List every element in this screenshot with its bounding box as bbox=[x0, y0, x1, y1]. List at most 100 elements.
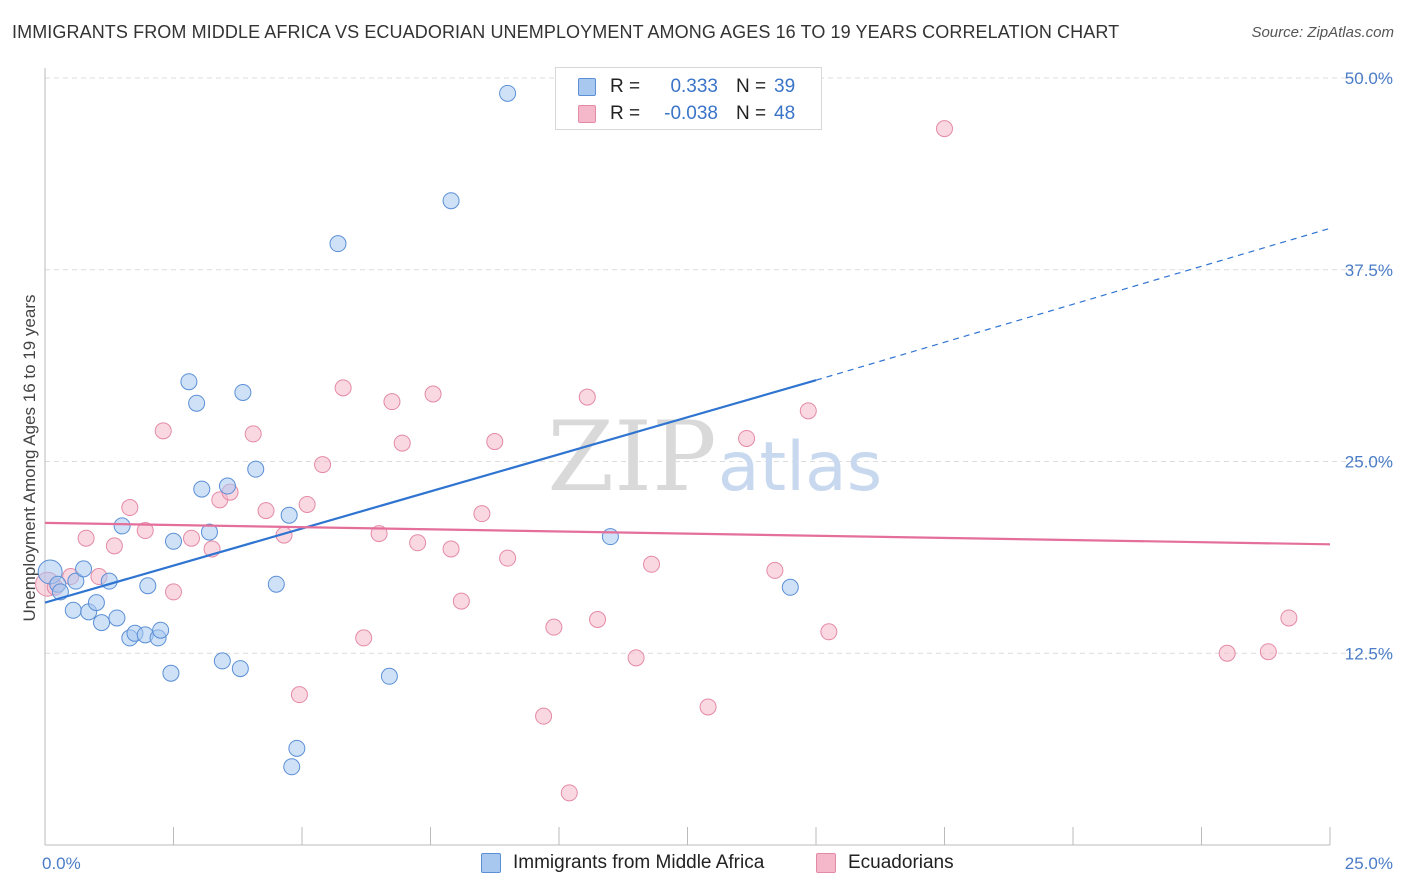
ecuadorians-point bbox=[424, 385, 442, 403]
ecuadorians-point bbox=[136, 522, 154, 540]
ecuadorians-point bbox=[290, 686, 308, 704]
legend-n-label: N = bbox=[736, 103, 767, 124]
series-legend: Immigrants from Middle Africa Ecuadorian… bbox=[0, 852, 1406, 878]
ecuadorians-point bbox=[154, 422, 172, 440]
ecuadorians-point bbox=[699, 698, 717, 716]
middle-africa-point bbox=[234, 383, 252, 401]
middle-africa-point bbox=[93, 614, 111, 632]
legend-r-value: -0.038 bbox=[664, 103, 718, 124]
middle-africa-point bbox=[67, 572, 85, 590]
legend-label: Ecuadorians bbox=[848, 852, 954, 873]
middle-africa-point bbox=[267, 575, 285, 593]
middle-africa-point bbox=[218, 477, 236, 495]
ecuadorians-point bbox=[578, 388, 596, 406]
y-tick-label: 37.5% bbox=[1345, 261, 1393, 280]
legend-n-value: 39 bbox=[774, 76, 796, 97]
legend-swatch-blue bbox=[578, 78, 596, 96]
ecuadorians-point bbox=[738, 429, 756, 447]
middle-africa-point bbox=[162, 664, 180, 682]
ecuadorians-point bbox=[1218, 644, 1236, 662]
legend-r-label: R = bbox=[610, 76, 641, 97]
watermark-zip: ZIP bbox=[547, 401, 716, 513]
middle-africa-point bbox=[280, 506, 298, 524]
middle-africa-point bbox=[200, 523, 218, 541]
axes bbox=[44, 68, 1331, 846]
x-tick-label: 25.0% bbox=[1345, 854, 1393, 873]
x-tick-label: 0.0% bbox=[42, 854, 81, 873]
middle-africa-point bbox=[601, 528, 619, 546]
ecuadorians-point bbox=[820, 623, 838, 641]
middle-africa-point bbox=[165, 532, 182, 550]
ecuadorians-point bbox=[473, 505, 491, 523]
ecuadorians-point bbox=[298, 495, 316, 513]
y-tick-label: 50.0% bbox=[1345, 69, 1393, 88]
legend-r-label: R = bbox=[610, 103, 641, 124]
legend-item-middle-africa[interactable]: Immigrants from Middle Africa bbox=[481, 852, 764, 874]
ecuadorians-point bbox=[1259, 643, 1277, 661]
ecuadorians-point bbox=[560, 784, 578, 802]
ecuadorians-point bbox=[314, 456, 332, 474]
legend-label: Immigrants from Middle Africa bbox=[513, 852, 765, 873]
middle-africa-point bbox=[380, 667, 398, 685]
ecuadorians-point bbox=[442, 540, 460, 558]
middle-africa-point bbox=[283, 758, 301, 776]
ecuadorians-point bbox=[105, 537, 123, 555]
ecuadorians-point bbox=[244, 425, 262, 443]
legend-row-ecuadorians: R = -0.038 N = 48 bbox=[578, 101, 795, 127]
ecuadorians-point bbox=[121, 499, 139, 517]
middle-africa-point bbox=[231, 660, 249, 678]
legend-row-middle-africa: R = 0.333 N = 39 bbox=[578, 74, 795, 100]
ecuadorians-point bbox=[257, 502, 275, 520]
middle-africa-point bbox=[180, 373, 198, 391]
middle-africa-point bbox=[139, 577, 157, 595]
ecuadorians-point bbox=[799, 402, 817, 420]
gridlines bbox=[45, 77, 1392, 654]
y-axis-label: Unemployment Among Ages 16 to 19 years bbox=[20, 295, 39, 622]
legend-n-label: N = bbox=[736, 76, 767, 97]
middle-africa-point bbox=[87, 594, 105, 612]
ecuadorians-point bbox=[589, 611, 607, 629]
legend-swatch-blue bbox=[481, 853, 501, 873]
trend-lines bbox=[44, 227, 1331, 604]
ecuadorians-point bbox=[77, 529, 95, 547]
middle-africa-trend-line bbox=[44, 379, 817, 604]
ecuadorians-trend-line bbox=[44, 521, 1331, 546]
ecuadorians-point bbox=[165, 583, 182, 601]
middle-africa-point bbox=[288, 739, 306, 757]
watermark: ZIP atlas bbox=[547, 401, 882, 513]
middle-africa-point bbox=[781, 578, 799, 596]
y-tick-label: 12.5% bbox=[1345, 644, 1393, 663]
middle-africa-point bbox=[193, 480, 211, 498]
ecuadorians-point bbox=[627, 649, 645, 667]
tick-labels: 12.5% 25.0% 37.5% 50.0% 0.0% 25.0% bbox=[42, 69, 1393, 873]
legend-swatch-pink bbox=[578, 105, 596, 123]
middle-africa-point bbox=[113, 517, 131, 535]
ecuadorians-point bbox=[383, 393, 401, 411]
middle-africa-point bbox=[247, 460, 265, 478]
ecuadorians-point bbox=[766, 561, 784, 579]
middle-africa-point bbox=[213, 652, 231, 670]
middle-africa-point bbox=[499, 84, 517, 102]
series-middle-africa bbox=[37, 84, 799, 776]
middle-africa-trend-extension bbox=[815, 227, 1331, 381]
middle-africa-point bbox=[75, 560, 93, 578]
ecuadorians-point bbox=[535, 707, 553, 725]
ecuadorians-point bbox=[409, 534, 427, 552]
ecuadorians-point bbox=[643, 555, 661, 573]
middle-africa-point bbox=[188, 394, 206, 412]
middle-africa-point bbox=[64, 601, 82, 619]
legend-swatch-pink bbox=[816, 853, 836, 873]
middle-africa-point bbox=[329, 235, 347, 253]
ecuadorians-point bbox=[936, 120, 953, 138]
ecuadorians-point bbox=[355, 629, 373, 647]
ecuadorians-point bbox=[486, 433, 504, 451]
ecuadorians-point bbox=[452, 592, 470, 610]
middle-africa-point bbox=[152, 621, 170, 639]
legend-n-value: 48 bbox=[774, 103, 796, 124]
ecuadorians-point bbox=[182, 529, 200, 547]
legend-r-value: 0.333 bbox=[670, 76, 718, 97]
legend-item-ecuadorians[interactable]: Ecuadorians bbox=[816, 852, 954, 874]
ecuadorians-point bbox=[334, 379, 352, 397]
ecuadorians-point bbox=[545, 618, 563, 636]
